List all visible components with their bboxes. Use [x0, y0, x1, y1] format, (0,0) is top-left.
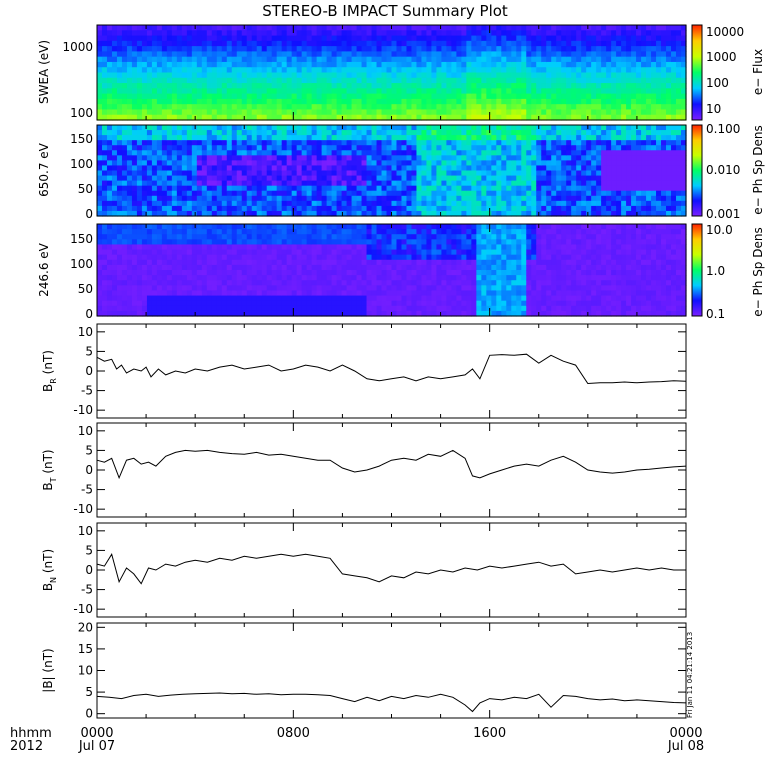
swea-ylabel: SWEA (eV) [37, 40, 51, 104]
bmag-frame [96, 622, 687, 719]
time-tick-label: 0000 [80, 726, 113, 741]
pad246-ytick: 0 [85, 307, 93, 321]
bt-ytick-label: 0 [85, 463, 93, 477]
bt-ytick-label: 5 [85, 443, 93, 457]
time-axis-row-label: 2012 [10, 739, 43, 754]
time-tick-label: 0800 [277, 726, 310, 741]
time-tick-date: Jul 08 [667, 739, 704, 754]
bmag-ytick-label: 0 [85, 707, 93, 721]
panel-bn: 10 5 0 -5 -10 BN (nT) [41, 522, 687, 618]
pad650-cbar-tick: 0.001 [706, 207, 740, 221]
swea-cbar-tick: 10 [706, 102, 721, 116]
pad650-cbar-tick: 0.100 [706, 122, 740, 136]
panel-pad650: 650.7 eV 150 100 50 0 0.100 0.010 0.001 … [37, 122, 765, 221]
bmag-ytick-label: 10 [78, 664, 93, 678]
panel-bt: 10 5 0 -5 -10 BT (nT) [41, 422, 687, 518]
pad246-colorbar-fill [691, 223, 703, 317]
time-tick-label: 0000 [669, 726, 702, 741]
br-ytick-label: -10 [73, 403, 93, 417]
br-ytick-label: 5 [85, 344, 93, 358]
swea-colorbar-fill [691, 24, 703, 121]
bt-series-line [96, 449, 687, 480]
panel-bmag: 20 15 10 5 0 |B| (nT) [41, 620, 687, 721]
pad246-cbar-tick: 0.1 [706, 307, 725, 321]
bmag-ylabel: |B| (nT) [41, 648, 55, 692]
pad650-heatmap [97, 125, 687, 217]
pad650-ytick: 150 [70, 132, 93, 146]
bn-ytick-label: -5 [81, 583, 93, 597]
bmag-ytick-label: 15 [78, 642, 93, 656]
swea-ytick: 1000 [62, 40, 93, 54]
pad246-ytick: 100 [70, 257, 93, 271]
br-ytick-label: 0 [85, 364, 93, 378]
swea-cbar-tick: 1000 [706, 50, 737, 64]
plot-title: STEREO-B IMPACT Summary Plot [262, 2, 508, 20]
bn-ytick-label: 5 [85, 543, 93, 557]
pad246-cbar-label: e− Ph Sp Dens [751, 227, 765, 316]
pad650-colorbar-fill [691, 124, 703, 217]
pad650-colorbar: 0.100 0.010 0.001 e− Ph Sp Dens [691, 122, 765, 221]
swea-colorbar: 10000 1000 100 10 e− Flux [691, 24, 765, 121]
bn-ytick-label: -10 [73, 602, 93, 616]
br-series-line [96, 353, 687, 385]
bn-series-line [96, 553, 686, 585]
pad650-ytick: 0 [85, 207, 93, 221]
br-frame [96, 323, 687, 419]
bt-frame [96, 422, 687, 518]
pad650-ytick: 100 [70, 157, 93, 171]
time-tick-date: Jul 07 [78, 739, 115, 754]
bt-ytick-label: 10 [78, 424, 93, 438]
pad650-ylabel: 650.7 eV [37, 142, 51, 197]
bt-ytick-label: -5 [81, 483, 93, 497]
br-ytick-label: 10 [78, 325, 93, 339]
bn-ytick-label: 0 [85, 563, 93, 577]
pad650-cbar-label: e− Ph Sp Dens [751, 125, 765, 214]
pad246-cbar-tick: 1.0 [706, 264, 725, 278]
swea-ytick: 100 [70, 106, 93, 120]
bmag-ytick-label: 20 [78, 620, 93, 634]
bt-ytick-label: -10 [73, 502, 93, 516]
pad246-ytick: 150 [70, 232, 93, 246]
bt-ylabel: BT (nT) [41, 449, 58, 490]
time-axis-row-label: hhmm [10, 726, 52, 741]
swea-heatmap [97, 25, 687, 121]
bn-ytick-label: 10 [78, 524, 93, 538]
generation-stamp: Fri Jan 11 04:21:14 2013 [686, 632, 694, 718]
swea-cbar-tick: 10000 [706, 25, 744, 39]
swea-cbar-tick: 100 [706, 76, 729, 90]
pad246-cbar-tick: 10.0 [706, 223, 733, 237]
swea-cbar-label: e− Flux [751, 49, 765, 95]
panel-pad246: 246.6 eV 150 100 50 0 10.0 1.0 0.1 e− Ph… [37, 223, 765, 321]
bmag-ytick-label: 5 [85, 685, 93, 699]
panel-br: 10 5 0 -5 -10 BR (nT) [41, 323, 687, 419]
br-ylabel: BR (nT) [41, 350, 58, 392]
pad246-colorbar: 10.0 1.0 0.1 e− Ph Sp Dens [691, 223, 765, 321]
time-tick-label: 1600 [473, 726, 506, 741]
bmag-series-line [96, 692, 687, 713]
pad246-ytick: 50 [78, 282, 93, 296]
bn-ylabel: BN (nT) [41, 549, 58, 591]
pad246-heatmap [97, 224, 687, 317]
pad650-cbar-tick: 0.010 [706, 163, 740, 177]
pad246-ylabel: 246.6 eV [37, 242, 51, 297]
br-ytick-label: -5 [81, 384, 93, 398]
panel-swea: SWEA (eV) 1000 100 10000 1000 100 10 e− … [37, 24, 765, 121]
pad650-ytick: 50 [78, 182, 93, 196]
